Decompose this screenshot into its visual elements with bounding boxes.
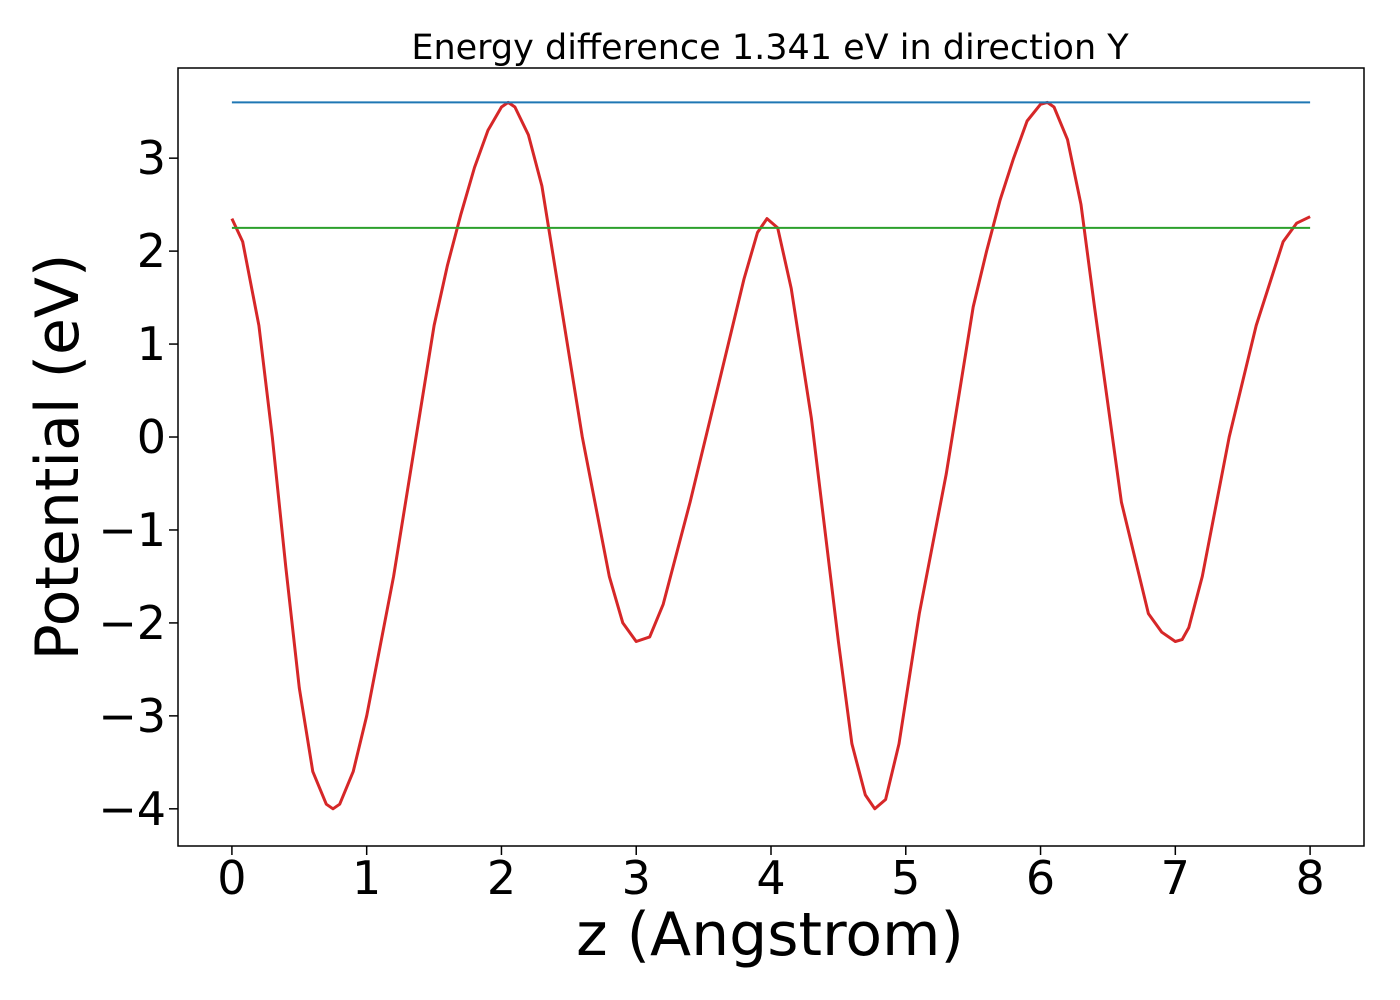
y-tick-label: 2 (137, 224, 166, 278)
y-tick-label: −3 (98, 689, 166, 743)
series-line-0 (230, 100, 1311, 811)
x-axis: 0 1 2 3 4 5 6 7 8 (217, 846, 1325, 905)
x-tick-label: 8 (1295, 851, 1324, 905)
x-tick-label: 1 (352, 851, 381, 905)
x-tick-label: 2 (487, 851, 516, 905)
x-tick-label: 4 (756, 851, 785, 905)
y-tick-label: −4 (98, 782, 166, 836)
plot-area (230, 100, 1311, 811)
y-tick-label: 0 (137, 410, 166, 464)
y-tick-label: −1 (98, 503, 166, 557)
y-tick-label: 1 (137, 317, 166, 371)
x-tick-label: 5 (891, 851, 920, 905)
y-tick-label: −2 (98, 596, 166, 650)
x-tick-label: 7 (1161, 851, 1190, 905)
y-axis-label: Potential (eV) (23, 254, 93, 661)
y-tick-label: 3 (137, 131, 166, 185)
x-tick-label: 3 (622, 851, 651, 905)
y-axis: −4 −3 −2 −1 0 1 2 3 (98, 131, 178, 836)
chart-title: Energy difference 1.341 eV in direction … (411, 28, 1129, 68)
x-tick-label: 0 (217, 851, 246, 905)
x-tick-label: 6 (1026, 851, 1055, 905)
x-axis-label: z (Angstrom) (576, 900, 964, 970)
plot-frame (177, 67, 1365, 847)
